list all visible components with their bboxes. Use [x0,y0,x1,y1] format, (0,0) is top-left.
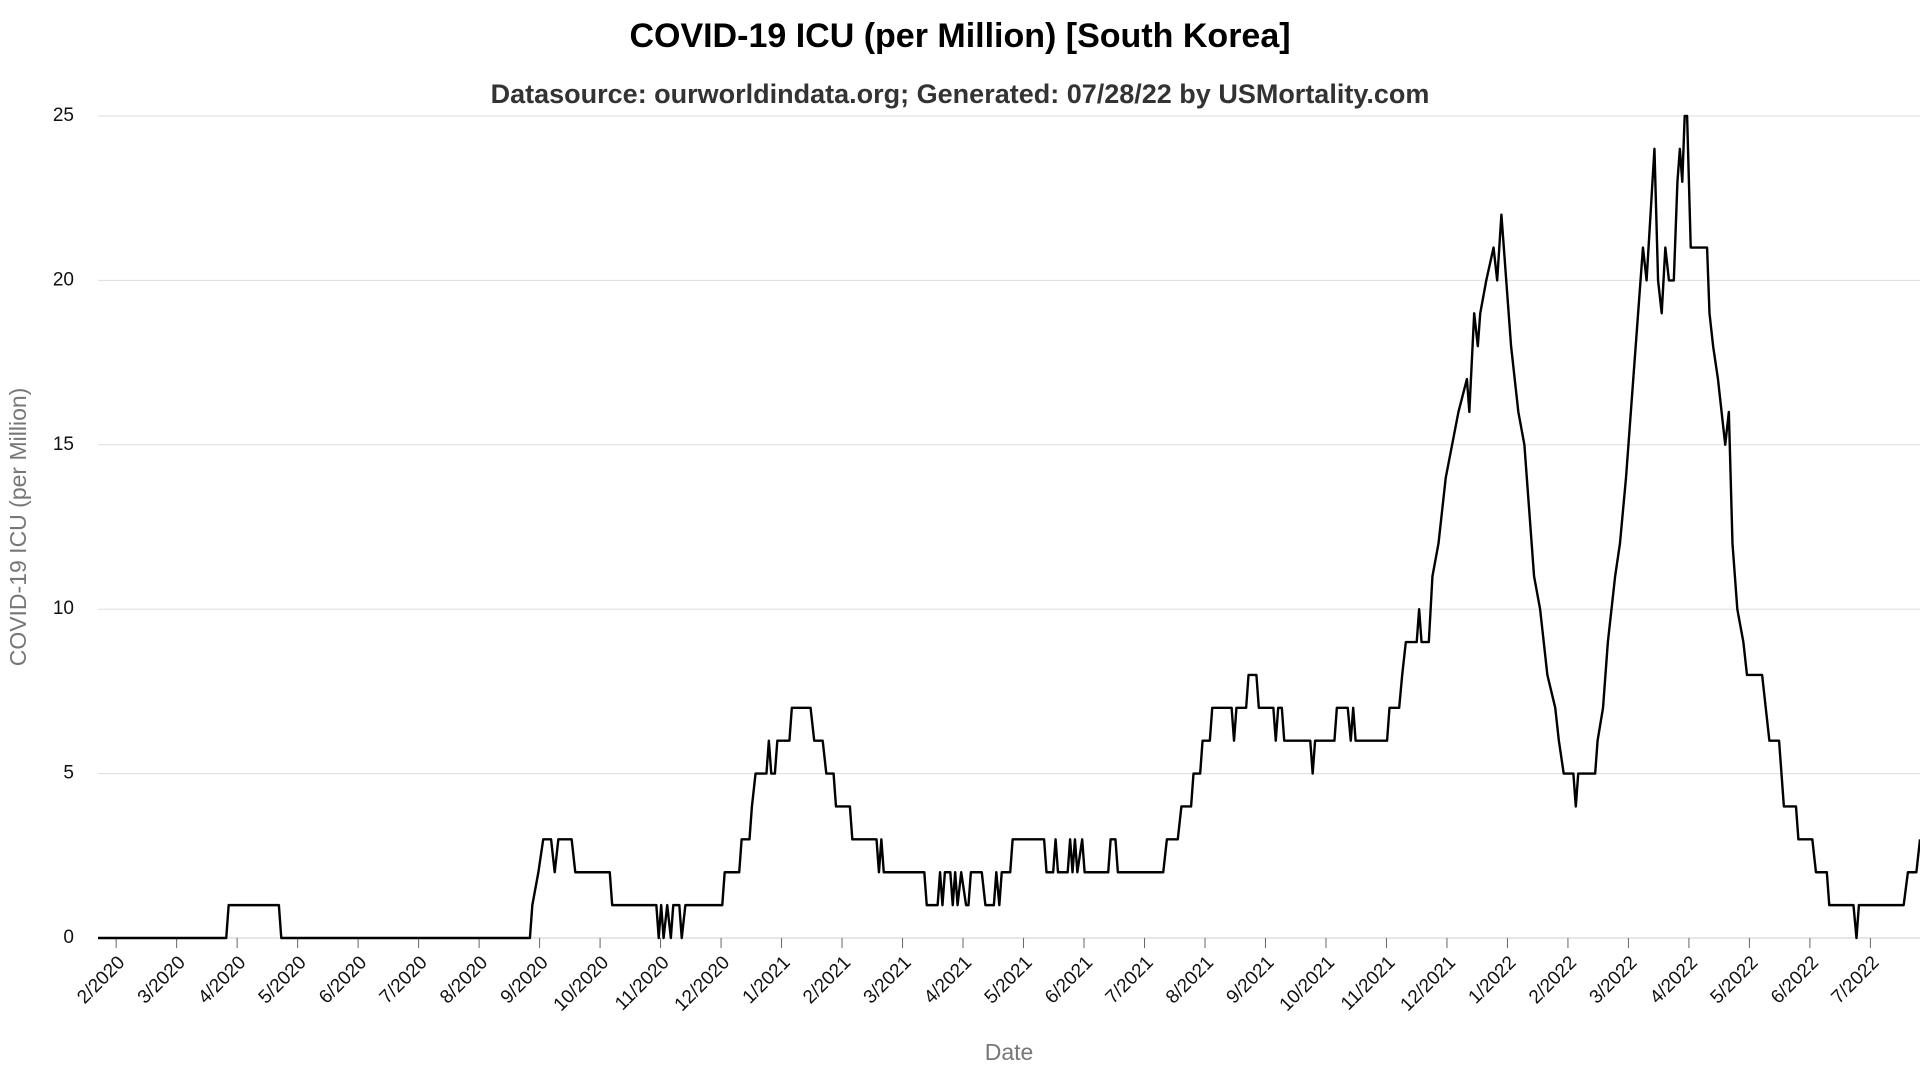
y-tick-label: 10 [53,598,74,619]
x-tick-label: 6/2022 [1767,952,1823,1008]
y-axis-label: COVID-19 ICU (per Million) [5,388,31,667]
chart-subtitle: Datasource: ourworldindata.org; Generate… [491,79,1430,109]
x-tick-label: 6/2021 [1041,952,1097,1008]
x-tick-label: 9/2020 [497,952,553,1008]
x-tick-label: 5/2021 [981,952,1037,1008]
data-line [98,114,1920,940]
x-tick-label: 3/2020 [134,952,190,1008]
y-tick-label: 25 [53,105,74,126]
x-tick-label: 5/2022 [1707,952,1763,1008]
x-tick-label: 9/2021 [1223,952,1279,1008]
x-tick-label: 8/2020 [436,952,492,1008]
x-tick-label: 7/2021 [1102,952,1158,1008]
y-tick-label: 0 [63,927,74,948]
x-tick-label: 6/2020 [315,952,371,1008]
x-axis-label: Date [985,1039,1034,1065]
x-tick-label: 4/2020 [194,952,250,1008]
x-tick-label: 5/2020 [255,952,311,1008]
x-tick-label: 10/2021 [1276,952,1339,1015]
chart-title: COVID-19 ICU (per Million) [South Korea] [629,17,1290,55]
x-tick-label: 10/2020 [550,952,613,1015]
y-tick-label: 15 [53,434,74,455]
x-tick-label: 12/2020 [671,952,734,1015]
x-tick-label: 2/2022 [1525,952,1581,1008]
x-tick-label: 4/2021 [920,952,976,1008]
x-tick-label: 12/2021 [1397,952,1460,1015]
x-tick-label: 7/2022 [1828,952,1884,1008]
x-tick-label: 3/2022 [1586,952,1642,1008]
y-tick-label: 20 [53,269,74,290]
x-tick-label: 7/2020 [376,952,432,1008]
x-tick-label: 1/2022 [1465,952,1521,1008]
y-tick-label: 5 [63,763,74,784]
x-tick-label: 8/2021 [1162,952,1218,1008]
x-tick-label: 4/2022 [1646,952,1702,1008]
x-tick-label: 11/2020 [611,952,673,1014]
x-tick-label: 11/2021 [1337,952,1399,1014]
x-tick-label: 2/2021 [799,952,855,1008]
x-tick-label: 2/2020 [73,952,129,1008]
x-tick-label: 3/2021 [860,952,916,1008]
x-tick-label: 1/2021 [739,952,795,1008]
